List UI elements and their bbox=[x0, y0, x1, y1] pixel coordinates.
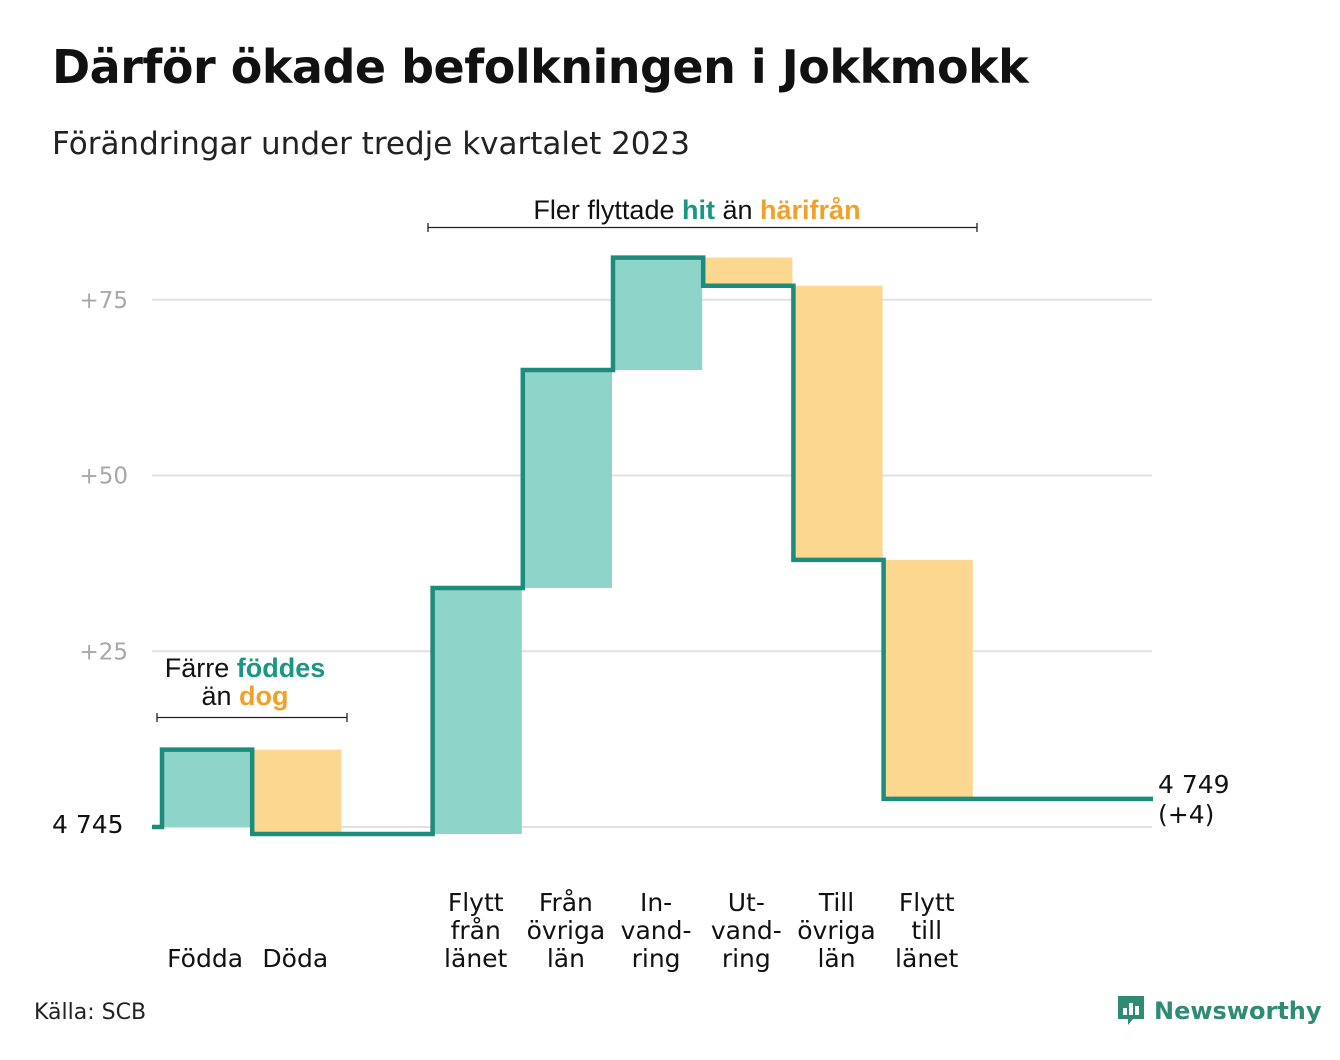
brand-logo: Newsworthy bbox=[1116, 994, 1322, 1028]
x-axis-labels: Födda Döda Flytt från länet Från övriga länIn-v… bbox=[167, 888, 958, 973]
bar-decrease bbox=[703, 257, 793, 286]
bar-decrease bbox=[793, 285, 883, 560]
births-annotation-line2: än dog bbox=[201, 681, 288, 711]
y-axis-ticks: +25 +50 +75 bbox=[79, 288, 128, 666]
migration-text-in: hit bbox=[682, 195, 715, 225]
bar-increase bbox=[162, 749, 252, 827]
bar-decrease bbox=[252, 749, 342, 835]
migration-text-pre: Fler flyttade bbox=[533, 195, 682, 225]
x-category-label: Ut-vand-ring bbox=[711, 888, 782, 973]
bar-increase bbox=[613, 257, 703, 371]
running-total-line bbox=[152, 255, 1153, 837]
y-tick-label: +75 bbox=[79, 288, 128, 314]
end-change-label: (+4) bbox=[1158, 800, 1214, 829]
x-category-label: Flytt från länet bbox=[444, 888, 507, 973]
baseline-label: 4 745 bbox=[52, 810, 124, 839]
migration-annotation-text: Fler flyttade hit än härifrån bbox=[533, 195, 860, 225]
step-line-layer bbox=[152, 255, 1153, 837]
migration-text-out: härifrån bbox=[760, 195, 861, 225]
y-tick-label: +25 bbox=[79, 639, 128, 665]
end-value-label: 4 749 bbox=[1158, 770, 1230, 799]
births-text-pre: Färre bbox=[165, 653, 237, 683]
migration-annotation: Fler flyttade hit än härifrån bbox=[427, 195, 978, 232]
brand-chart-icon bbox=[1118, 996, 1144, 1025]
migration-text-mid: än bbox=[715, 195, 760, 225]
gridlines bbox=[152, 298, 1152, 828]
bar-increase bbox=[432, 587, 522, 835]
bars bbox=[162, 257, 973, 835]
chart-subtitle: Förändringar under tredje kvartalet 2023 bbox=[52, 126, 690, 162]
deaths-text-pre: än bbox=[201, 681, 239, 711]
x-category-label: Döda bbox=[262, 944, 328, 973]
x-category-label: Födda bbox=[167, 944, 243, 973]
x-category-label: Flytt till länet bbox=[895, 888, 958, 973]
bar-decrease bbox=[883, 559, 973, 799]
x-category-label: Till övriga län bbox=[797, 888, 876, 973]
brand-name: Newsworthy bbox=[1154, 997, 1322, 1025]
source-note: Källa: SCB bbox=[34, 1000, 147, 1025]
migration-bracket bbox=[427, 223, 978, 232]
y-tick-label: +50 bbox=[79, 464, 128, 490]
births-text-highlight: föddes bbox=[237, 653, 326, 683]
x-category-label: In-vand-ring bbox=[621, 888, 692, 973]
births-annotation: Färre föddes än dog bbox=[156, 653, 348, 722]
chart-title: Därför ökade befolkningen i Jokkmokk bbox=[52, 40, 1029, 94]
births-bracket bbox=[156, 713, 348, 722]
bar-increase bbox=[522, 370, 612, 588]
deaths-text-highlight: dog bbox=[239, 681, 288, 711]
births-annotation-line1: Färre föddes bbox=[165, 653, 326, 683]
x-category-label: Från övriga län bbox=[527, 888, 606, 973]
